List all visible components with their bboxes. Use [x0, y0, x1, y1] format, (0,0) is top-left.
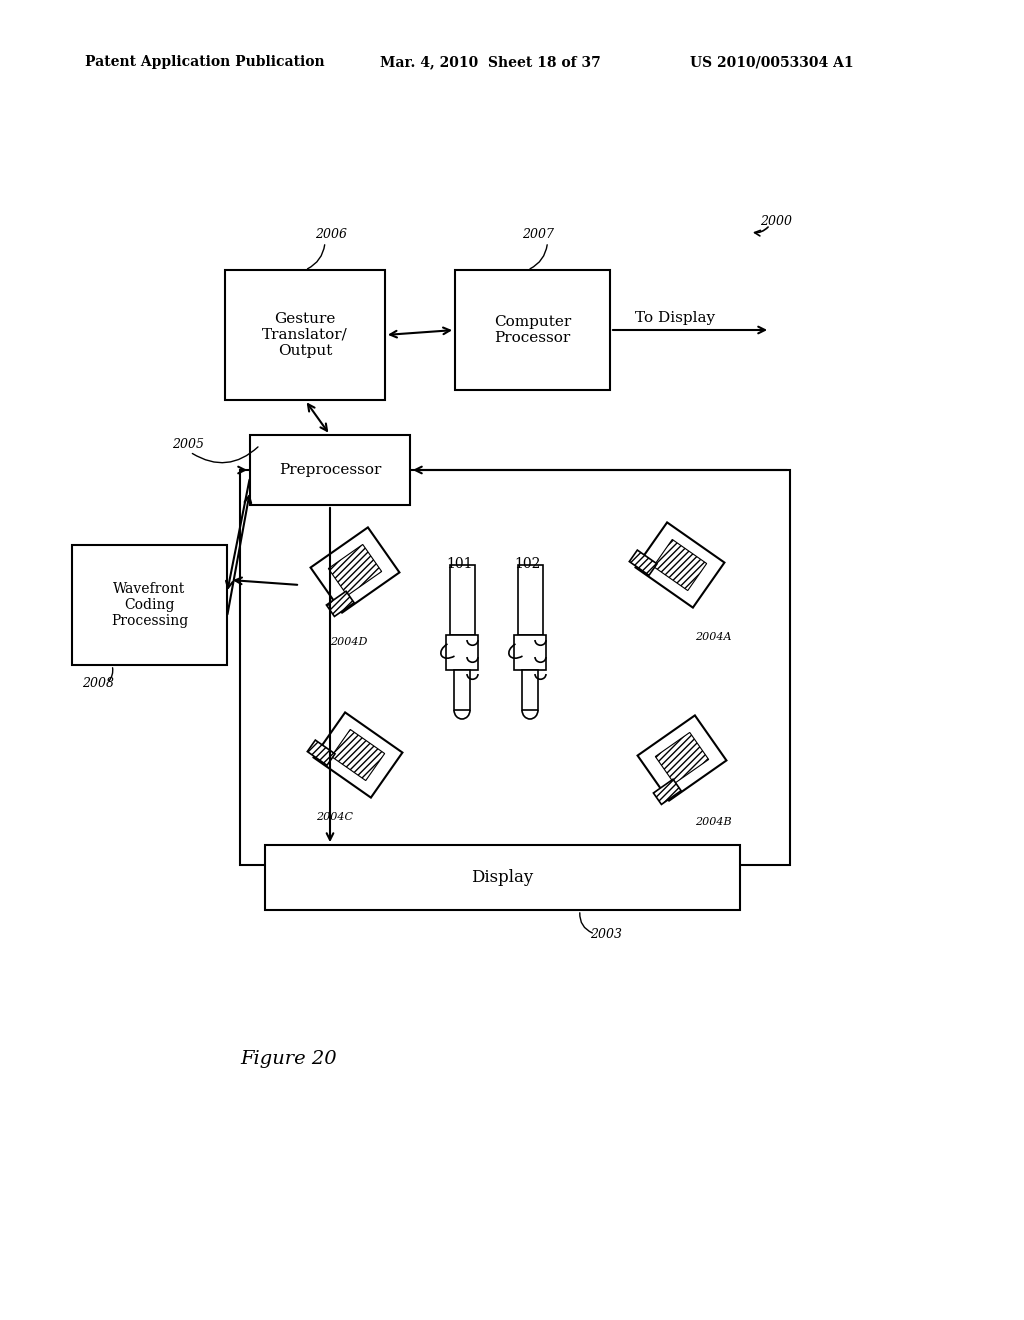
- Text: 2004D: 2004D: [330, 638, 368, 647]
- Text: Computer
Processor: Computer Processor: [494, 315, 571, 345]
- Text: 2003: 2003: [590, 928, 622, 941]
- Bar: [514, 635, 546, 671]
- Text: Wavefront
Coding
Processing: Wavefront Coding Processing: [111, 582, 188, 628]
- Bar: [250, 436, 410, 506]
- Text: Gesture
Translator/
Output: Gesture Translator/ Output: [262, 312, 348, 358]
- Polygon shape: [636, 523, 724, 607]
- Polygon shape: [332, 730, 385, 780]
- Text: Figure 20: Figure 20: [240, 1049, 337, 1068]
- Text: 2004C: 2004C: [316, 812, 353, 822]
- Bar: [265, 845, 740, 909]
- Polygon shape: [310, 528, 399, 612]
- Text: To Display: To Display: [635, 312, 715, 325]
- Text: 101: 101: [446, 557, 472, 572]
- Bar: [517, 565, 543, 635]
- Polygon shape: [630, 550, 657, 576]
- Text: Mar. 4, 2010  Sheet 18 of 37: Mar. 4, 2010 Sheet 18 of 37: [380, 55, 601, 69]
- Polygon shape: [313, 713, 402, 797]
- Text: 2006: 2006: [315, 228, 347, 242]
- Polygon shape: [327, 591, 354, 616]
- Text: 2004A: 2004A: [695, 632, 731, 642]
- Text: 2007: 2007: [522, 228, 555, 242]
- Text: 2000: 2000: [760, 215, 792, 228]
- Polygon shape: [655, 733, 709, 784]
- Text: Patent Application Publication: Patent Application Publication: [85, 55, 325, 69]
- Text: 102: 102: [514, 557, 541, 572]
- Bar: [72, 545, 227, 665]
- Bar: [455, 271, 610, 389]
- Polygon shape: [653, 779, 681, 804]
- Bar: [225, 271, 385, 400]
- Bar: [240, 470, 790, 865]
- Text: Preprocessor: Preprocessor: [279, 463, 381, 477]
- Text: US 2010/0053304 A1: US 2010/0053304 A1: [690, 55, 854, 69]
- Bar: [446, 635, 478, 671]
- Text: Display: Display: [471, 869, 534, 886]
- Bar: [454, 671, 470, 710]
- Polygon shape: [329, 544, 382, 595]
- Bar: [522, 671, 538, 710]
- Bar: [450, 565, 474, 635]
- Polygon shape: [653, 540, 707, 590]
- Text: 2008: 2008: [82, 677, 114, 690]
- Polygon shape: [638, 715, 726, 801]
- Text: 2005: 2005: [172, 438, 204, 451]
- Text: 2004B: 2004B: [695, 817, 731, 828]
- Polygon shape: [307, 741, 335, 766]
